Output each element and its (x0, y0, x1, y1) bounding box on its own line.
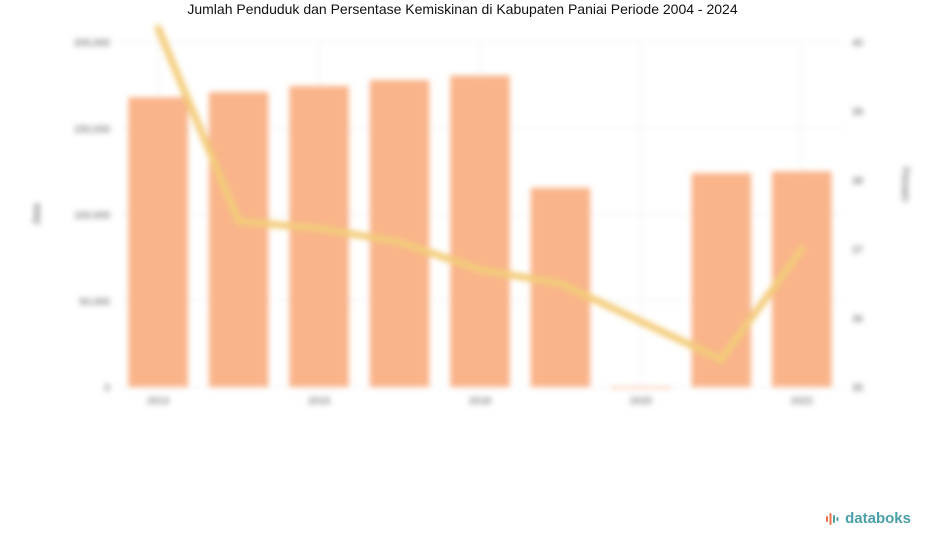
bar (128, 97, 188, 387)
y2-axis-title: Persen (899, 167, 911, 202)
y2-tick-label: 36 (852, 314, 864, 325)
x-tick-label: 2020 (630, 396, 653, 407)
x-tick-label: 2022 (791, 396, 814, 407)
x-tick-label: 2014 (147, 396, 170, 407)
y-tick-label: 0 (104, 383, 110, 394)
bar (208, 92, 269, 388)
databoks-icon (826, 512, 839, 525)
y2-tick-label: 37 (852, 245, 864, 256)
bar (450, 75, 510, 387)
brand-name: databoks (845, 510, 911, 527)
y2-tick-label: 35 (852, 383, 864, 394)
x-tick-label: 2016 (308, 396, 331, 407)
bar (611, 387, 671, 389)
y-tick-label: 100,000 (74, 211, 111, 222)
y2-tick-label: 38 (852, 176, 864, 187)
y-tick-label: 50,000 (79, 297, 110, 308)
y2-tick-label: 39 (852, 107, 864, 118)
brand-logo: databoks (825, 510, 911, 527)
chart-title: Jumlah Penduduk dan Persentase Kemiskina… (187, 1, 738, 17)
y2-tick-label: 40 (852, 38, 864, 49)
y-tick-label: 150,000 (74, 124, 111, 135)
bar (289, 85, 349, 388)
y-tick-label: 200,000 (74, 38, 111, 49)
plot-area: 0 50,000 100,000 150,000 200,000 35 36 37 38 39 40… (31, 24, 911, 407)
series-line (154, 24, 806, 363)
y-axis-title: Jiwa (31, 203, 43, 226)
bar (369, 79, 430, 387)
x-tick-label: 2018 (469, 396, 492, 407)
